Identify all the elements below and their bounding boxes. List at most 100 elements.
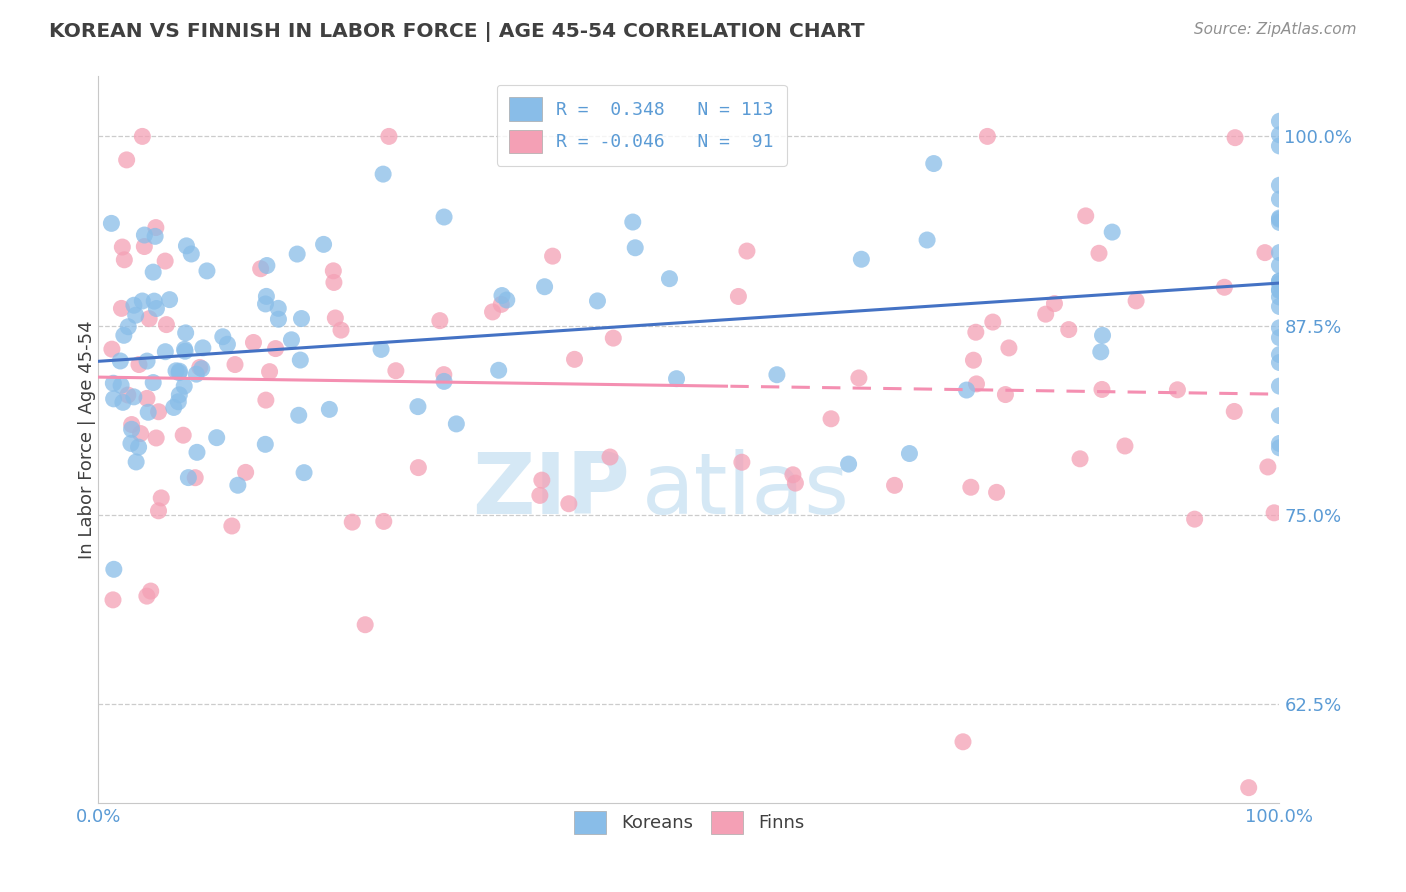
- Point: [658, 271, 681, 285]
- Point: [1184, 512, 1206, 526]
- Point: [254, 437, 277, 451]
- Point: [1268, 139, 1291, 153]
- Point: [267, 312, 290, 326]
- Point: [121, 417, 143, 432]
- Point: [965, 325, 987, 339]
- Point: [1268, 114, 1291, 128]
- Point: [128, 358, 150, 372]
- Point: [766, 368, 789, 382]
- Point: [530, 473, 553, 487]
- Point: [491, 297, 513, 311]
- Point: [103, 562, 125, 576]
- Point: [529, 488, 551, 502]
- Point: [1268, 300, 1291, 314]
- Point: [111, 395, 134, 409]
- Point: [325, 310, 347, 325]
- Point: [602, 331, 624, 345]
- Point: [986, 485, 1008, 500]
- Point: [665, 372, 688, 386]
- Point: [599, 450, 621, 464]
- Point: [285, 247, 308, 261]
- Point: [173, 379, 195, 393]
- Point: [848, 371, 870, 385]
- Point: [174, 344, 197, 359]
- Point: [1268, 274, 1291, 288]
- Point: [117, 388, 139, 402]
- Point: [167, 366, 190, 380]
- Point: [100, 216, 122, 230]
- Point: [1268, 128, 1291, 142]
- Point: [838, 457, 860, 471]
- Point: [966, 376, 988, 391]
- Point: [110, 378, 132, 392]
- Point: [959, 480, 981, 494]
- Point: [172, 428, 194, 442]
- Point: [188, 360, 211, 375]
- Point: [165, 364, 187, 378]
- Point: [1035, 307, 1057, 321]
- Point: [495, 293, 517, 307]
- Point: [142, 265, 165, 279]
- Point: [433, 375, 456, 389]
- Point: [1268, 436, 1291, 450]
- Point: [1268, 321, 1291, 335]
- Point: [136, 392, 159, 406]
- Point: [1268, 330, 1291, 344]
- Point: [264, 342, 287, 356]
- Point: [922, 156, 945, 170]
- Point: [226, 478, 249, 492]
- Point: [169, 364, 191, 378]
- Point: [134, 239, 156, 253]
- Point: [731, 455, 754, 469]
- Point: [155, 344, 177, 359]
- Point: [112, 252, 135, 267]
- Point: [962, 353, 984, 368]
- Point: [131, 293, 153, 308]
- Point: [1069, 451, 1091, 466]
- Point: [385, 364, 408, 378]
- Point: [1268, 211, 1291, 225]
- Point: [101, 342, 124, 356]
- Point: [533, 279, 555, 293]
- Point: [1090, 344, 1112, 359]
- Point: [433, 368, 456, 382]
- Point: [186, 367, 208, 381]
- Point: [994, 387, 1017, 401]
- Point: [125, 455, 148, 469]
- Point: [103, 392, 125, 406]
- Point: [177, 470, 200, 484]
- Point: [312, 237, 335, 252]
- Point: [820, 412, 842, 426]
- Point: [998, 341, 1021, 355]
- Point: [224, 358, 246, 372]
- Point: [242, 335, 264, 350]
- Point: [167, 394, 190, 409]
- Point: [1268, 274, 1291, 288]
- Point: [1254, 245, 1277, 260]
- Point: [541, 249, 564, 263]
- Point: [163, 401, 186, 415]
- Legend: Koreans, Finns: Koreans, Finns: [562, 800, 815, 845]
- Point: [354, 617, 377, 632]
- Point: [290, 353, 312, 368]
- Point: [1223, 130, 1246, 145]
- Point: [1268, 290, 1291, 304]
- Point: [150, 491, 173, 505]
- Point: [782, 467, 804, 482]
- Point: [139, 584, 162, 599]
- Point: [1268, 441, 1291, 455]
- Point: [134, 227, 156, 242]
- Point: [103, 376, 125, 391]
- Point: [785, 476, 807, 491]
- Point: [318, 402, 340, 417]
- Point: [564, 352, 586, 367]
- Point: [110, 301, 132, 316]
- Point: [378, 129, 401, 144]
- Point: [915, 233, 938, 247]
- Point: [180, 247, 202, 261]
- Point: [955, 383, 977, 397]
- Point: [1091, 328, 1114, 343]
- Point: [153, 254, 176, 268]
- Point: [322, 276, 344, 290]
- Point: [249, 261, 271, 276]
